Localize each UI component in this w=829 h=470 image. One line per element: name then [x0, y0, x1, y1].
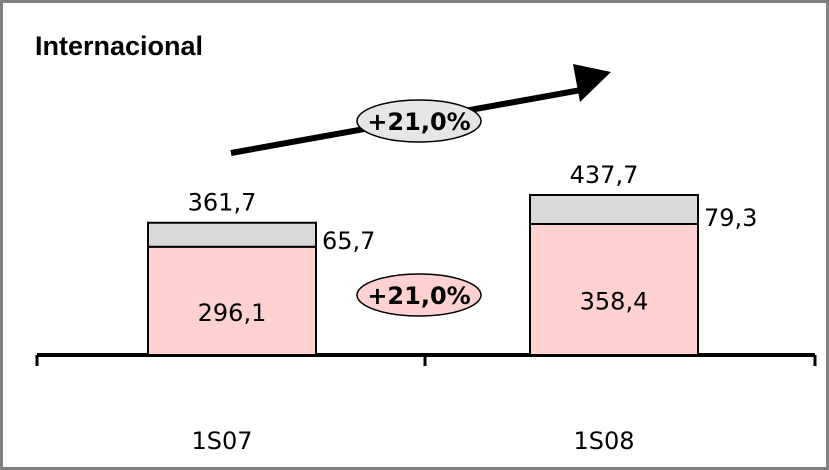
trend-arrow-head — [573, 64, 611, 102]
growth-badge-1 — [356, 273, 482, 317]
data-label-total-1S08: 437,7 — [570, 161, 639, 189]
data-label-lower-1S07: 296,1 — [198, 299, 267, 327]
bar-segment-lower-1S07 — [147, 245, 317, 356]
data-label-upper-1S07: 65,7 — [322, 227, 375, 255]
bar-segment-upper-1S07 — [147, 221, 317, 248]
data-label-lower-1S08: 358,4 — [580, 287, 649, 315]
data-label-upper-1S08: 79,3 — [704, 204, 757, 232]
growth-badge-label-0: +21,0% — [367, 108, 470, 136]
growth-badge-label-1: +21,0% — [367, 282, 470, 310]
x-tick-label-1S07: 1S07 — [191, 427, 252, 455]
bar-segment-lower-1S08 — [529, 222, 699, 356]
data-label-total-1S07: 361,7 — [188, 189, 257, 217]
x-tick-label-1S08: 1S08 — [573, 427, 634, 455]
growth-badge-0 — [356, 99, 482, 143]
chart-title: Internacional — [35, 31, 204, 61]
bar-segment-upper-1S08 — [529, 194, 699, 225]
bar-chart: 296,1 65,7 361,7 1S07 358,4 79,3 437,7 1S08 +21,… — [35, 64, 817, 455]
